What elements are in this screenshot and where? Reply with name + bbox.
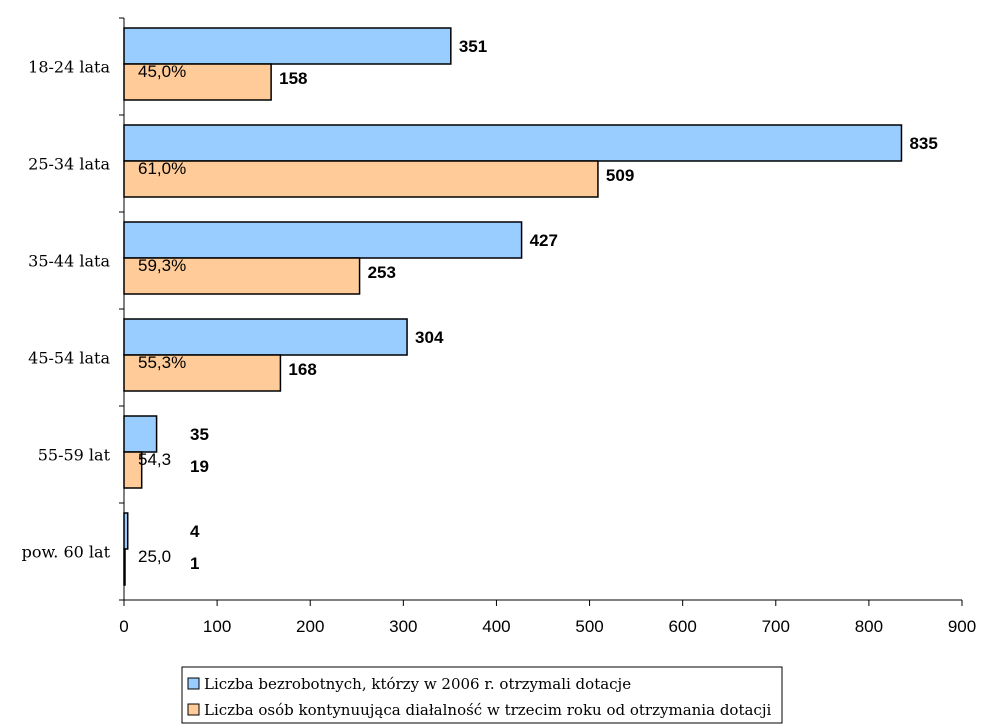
bar-series1-5 [123,512,129,550]
legend-swatch-series1 [187,677,200,690]
value-label-series1-5: 4 [190,522,200,541]
value-label-series2-4: 19 [190,457,209,476]
value-label-series2-3: 168 [288,360,316,379]
x-tick-label-0: 0 [119,617,128,636]
value-label-series1-2: 427 [530,231,558,250]
bar-series1-0 [123,27,452,65]
x-tick-label-9: 900 [948,617,976,636]
x-tick-label-5: 500 [575,617,603,636]
percent-label-3: 55,3% [138,353,186,372]
bar-series2-2 [123,257,361,295]
bar-series2-3 [123,354,282,392]
value-label-series2-0: 158 [279,69,307,88]
value-label-series1-4: 35 [190,425,209,444]
legend: Liczba bezrobotnych, którzy w 2006 r. ot… [181,666,783,724]
labels-group: 35115845,0%83550961,0%42725359,3%3041685… [138,37,938,573]
value-label-series2-1: 509 [606,166,634,185]
percent-label-0: 45,0% [138,62,186,81]
legend-box [181,666,783,724]
percent-label-1: 61,0% [138,159,186,178]
category-label-3: 45-54 lata [28,349,110,368]
x-tick-label-3: 300 [389,617,417,636]
value-label-series1-3: 304 [415,328,444,347]
percent-label-4: 54,3 [138,450,171,469]
bar-series1-4 [123,415,158,453]
category-label-2: 35-44 lata [28,252,110,271]
category-label-1: 25-34 lata [28,155,110,174]
x-tick-label-2: 200 [296,617,324,636]
legend-swatch-series2 [187,703,200,716]
legend-label-series2: Liczba osób kontynuująca diałalność w tr… [204,701,771,719]
x-tick-label-7: 700 [762,617,790,636]
percent-label-2: 59,3% [138,256,186,275]
axes-group: 18-24 lata 25-34 lata 35-44 lata 45-54 lata… [22,17,976,636]
percent-label-5: 25,0 [138,547,171,566]
legend-label-series1: Liczba bezrobotnych, którzy w 2006 r. ot… [204,675,631,693]
x-tick-label-6: 600 [668,617,696,636]
value-label-series1-0: 351 [459,37,487,56]
value-label-series2-2: 253 [368,263,396,282]
bar-series1-2 [123,221,523,259]
bar-series1-3 [123,318,408,356]
category-label-5: pow. 60 lat [22,543,111,562]
x-tick-label-8: 800 [855,617,883,636]
bars-group [123,27,903,586]
value-label-series2-5: 1 [190,554,199,573]
x-tick-label-4: 400 [482,617,510,636]
bar-series2-1 [123,160,599,198]
value-label-series1-1: 835 [909,134,937,153]
x-tick-label-1: 100 [203,617,231,636]
category-label-4: 55-59 lat [38,446,111,465]
bar-series1-1 [123,124,903,162]
category-label-0: 18-24 lata [28,58,110,77]
